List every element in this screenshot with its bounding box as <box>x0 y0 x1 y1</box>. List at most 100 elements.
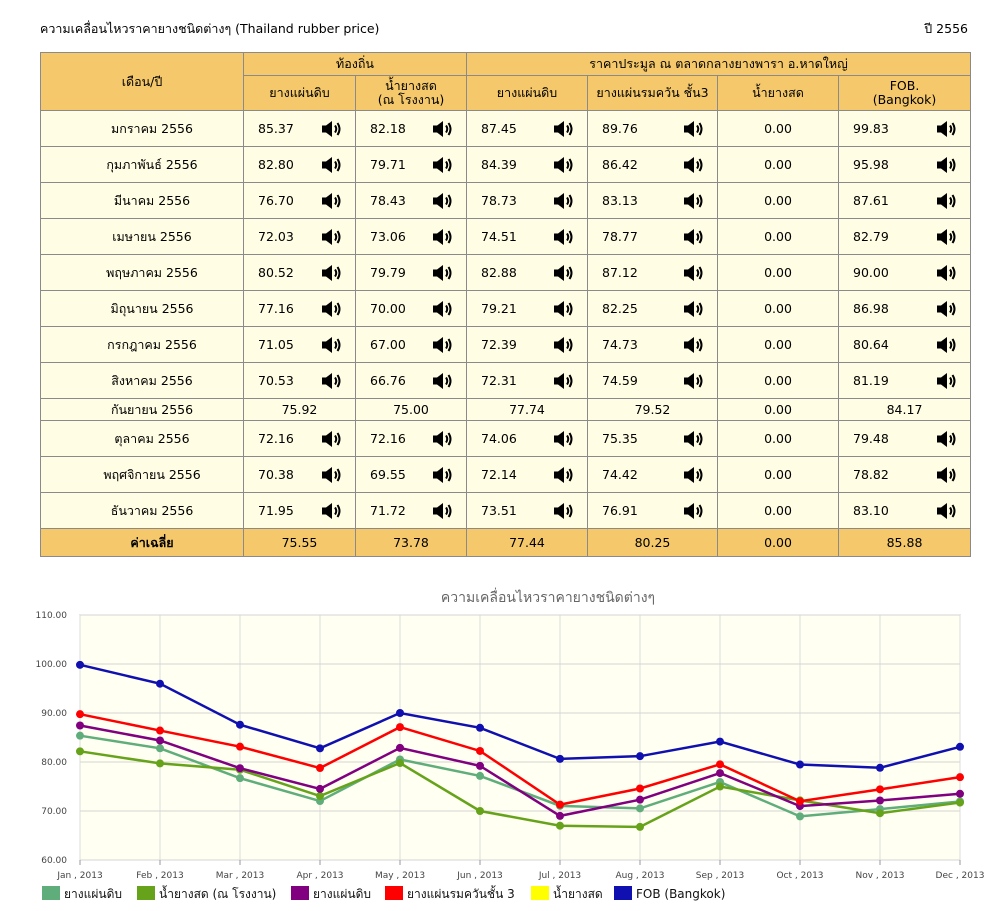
price-cell: 78.73 <box>466 182 588 219</box>
speaker-icon[interactable] <box>553 335 575 355</box>
speaker-icon[interactable] <box>553 371 575 391</box>
month-cell: พฤศจิกายน 2556 <box>40 456 244 493</box>
speaker-icon[interactable] <box>683 429 705 449</box>
table-row: มีนาคม 2556 76.70 78.43 78.73 83.13 0.00 87.61 <box>40 182 972 219</box>
speaker-icon[interactable] <box>321 119 343 139</box>
speaker-icon[interactable] <box>683 263 705 283</box>
speaker-icon[interactable] <box>683 501 705 521</box>
speaker-icon[interactable] <box>936 429 958 449</box>
data-point <box>316 784 324 793</box>
price-value: 71.72 <box>370 503 406 518</box>
speaker-icon[interactable] <box>432 299 454 319</box>
data-point <box>396 709 404 717</box>
price-cell: 76.70 <box>243 182 356 219</box>
speaker-icon[interactable] <box>936 155 958 175</box>
price-cell: 0.00 <box>717 290 839 327</box>
price-cell: 99.83 <box>837 110 972 147</box>
speaker-icon[interactable] <box>683 335 705 355</box>
price-value: 76.91 <box>602 503 638 518</box>
speaker-icon[interactable] <box>321 263 343 283</box>
speaker-icon[interactable] <box>936 299 958 319</box>
price-value: 69.55 <box>370 467 406 482</box>
speaker-icon[interactable] <box>936 227 958 247</box>
price-cell: 78.82 <box>837 456 972 493</box>
speaker-icon[interactable] <box>432 465 454 485</box>
data-point <box>236 742 244 751</box>
speaker-icon[interactable] <box>553 501 575 521</box>
speaker-icon[interactable] <box>432 371 454 391</box>
speaker-icon[interactable] <box>683 155 705 175</box>
month-cell: มิถุนายน 2556 <box>40 290 244 327</box>
speaker-icon[interactable] <box>553 227 575 247</box>
legend-item-6: FOB (Bangkok) <box>614 886 725 901</box>
price-cell: 0.00 <box>717 254 839 291</box>
data-point <box>476 746 484 755</box>
speaker-icon[interactable] <box>936 465 958 485</box>
speaker-icon[interactable] <box>553 155 575 175</box>
speaker-icon[interactable] <box>321 429 343 449</box>
speaker-icon[interactable] <box>432 155 454 175</box>
table-row: ธันวาคม 2556 71.95 71.72 73.51 76.91 0.00 83.1… <box>40 492 972 529</box>
speaker-icon[interactable] <box>553 429 575 449</box>
price-value: 79.79 <box>370 265 406 280</box>
price-cell: 86.98 <box>837 290 972 327</box>
speaker-icon[interactable] <box>321 155 343 175</box>
speaker-icon[interactable] <box>321 465 343 485</box>
speaker-icon[interactable] <box>683 119 705 139</box>
price-value: 72.39 <box>481 337 517 352</box>
speaker-icon[interactable] <box>321 227 343 247</box>
speaker-icon[interactable] <box>553 191 575 211</box>
price-value: 82.79 <box>853 229 889 244</box>
speaker-icon[interactable] <box>553 465 575 485</box>
speaker-icon[interactable] <box>936 263 958 283</box>
speaker-icon[interactable] <box>321 371 343 391</box>
price-value: 73.51 <box>481 503 517 518</box>
data-point <box>156 726 164 735</box>
speaker-icon[interactable] <box>432 501 454 521</box>
data-point <box>716 760 724 769</box>
legend-swatch <box>42 886 60 900</box>
x-tick-label: Sep , 2013 <box>696 871 744 881</box>
price-cell: 79.48 <box>837 420 972 457</box>
speaker-icon[interactable] <box>936 119 958 139</box>
price-cell: 74.59 <box>587 362 718 399</box>
plot-area <box>79 614 961 861</box>
speaker-icon[interactable] <box>432 429 454 449</box>
speaker-icon[interactable] <box>321 501 343 521</box>
speaker-icon[interactable] <box>553 263 575 283</box>
table-row: กันยายน 2556 75.92 75.00 77.74 79.52 0.00 84.1… <box>40 398 972 421</box>
price-cell: 77.16 <box>243 290 356 327</box>
price-cell: 79.21 <box>466 290 588 327</box>
speaker-icon[interactable] <box>432 263 454 283</box>
speaker-icon[interactable] <box>321 191 343 211</box>
speaker-icon[interactable] <box>683 465 705 485</box>
speaker-icon[interactable] <box>432 227 454 247</box>
price-value: 87.45 <box>481 121 517 136</box>
speaker-icon[interactable] <box>683 191 705 211</box>
speaker-icon[interactable] <box>683 227 705 247</box>
data-point <box>956 773 964 782</box>
speaker-icon[interactable] <box>321 335 343 355</box>
speaker-icon[interactable] <box>432 335 454 355</box>
price-value: 67.00 <box>370 337 406 352</box>
speaker-icon[interactable] <box>936 371 958 391</box>
speaker-icon[interactable] <box>432 191 454 211</box>
price-cell: 87.61 <box>837 182 972 219</box>
speaker-icon[interactable] <box>321 299 343 319</box>
speaker-icon[interactable] <box>432 119 454 139</box>
col-month-header: เดือน/ปี <box>40 52 244 111</box>
speaker-icon[interactable] <box>936 191 958 211</box>
price-value: 74.06 <box>481 431 517 446</box>
speaker-icon[interactable] <box>553 119 575 139</box>
x-tick-label: Jun , 2013 <box>456 871 503 881</box>
legend-swatch <box>531 886 549 900</box>
speaker-icon[interactable] <box>936 335 958 355</box>
speaker-icon[interactable] <box>683 371 705 391</box>
speaker-icon[interactable] <box>936 501 958 521</box>
speaker-icon[interactable] <box>553 299 575 319</box>
data-point <box>636 804 644 813</box>
speaker-icon[interactable] <box>683 299 705 319</box>
price-cell: 0.00 <box>717 326 839 363</box>
data-point <box>236 764 244 773</box>
price-value: 78.77 <box>602 229 638 244</box>
